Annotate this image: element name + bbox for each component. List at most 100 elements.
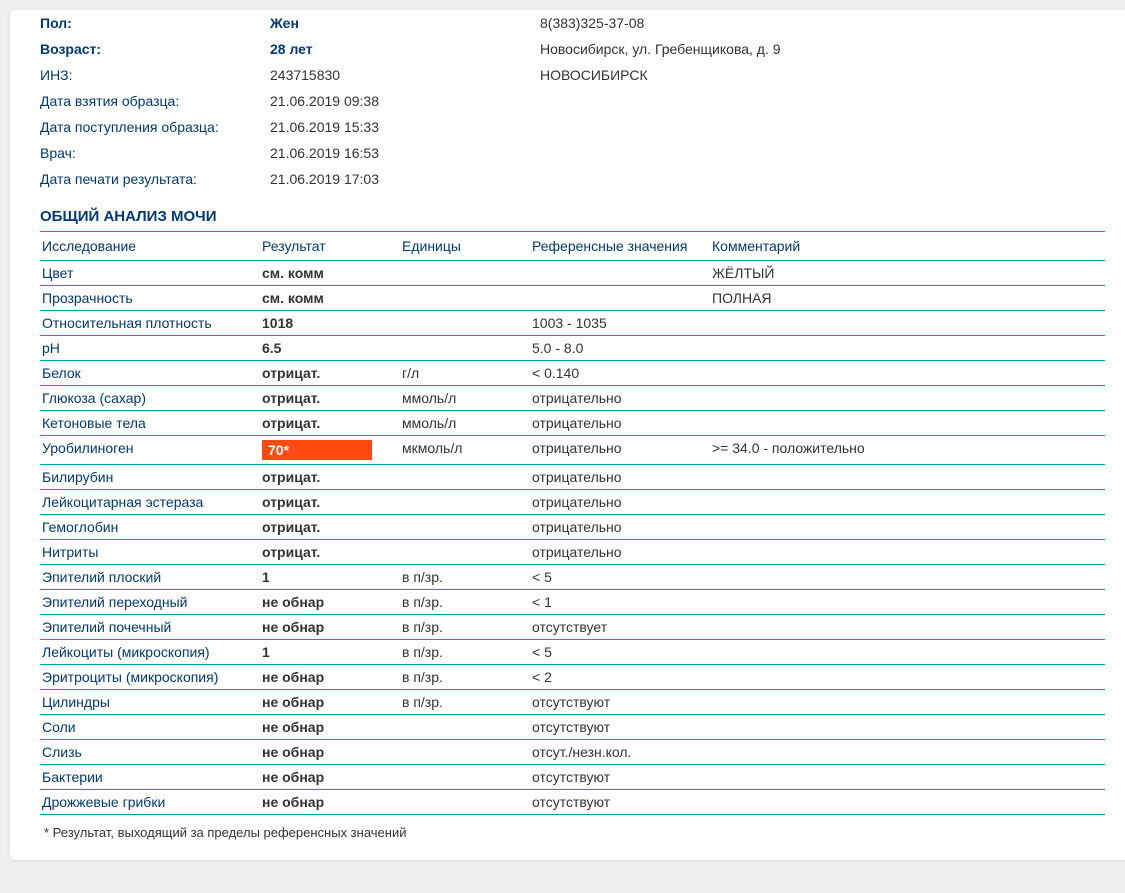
table-row: Гемоглобинотрицат.отрицательно <box>40 515 1105 540</box>
cell-test: Дрожжевые грибки <box>40 790 260 815</box>
table-row: Кетоновые телаотрицат.ммоль/лотрицательн… <box>40 411 1105 436</box>
header-label: Дата взятия образца: <box>40 88 270 114</box>
cell-result: отрицат. <box>260 386 400 411</box>
cell-comment <box>710 665 1105 690</box>
header-block: Пол:ЖенВозраст:28 летИНЗ:243715830Дата в… <box>40 10 1105 192</box>
cell-units: в п/зр. <box>400 565 530 590</box>
cell-result: отрицат. <box>260 540 400 565</box>
header-row: Дата печати результата:21.06.2019 17:03 <box>40 166 540 192</box>
header-label: ИНЗ: <box>40 62 270 88</box>
col-header-units: Единицы <box>400 232 530 261</box>
table-row: Эритроциты (микроскопия)не обнарв п/зр.<… <box>40 665 1105 690</box>
cell-result: не обнар <box>260 765 400 790</box>
cell-comment <box>710 515 1105 540</box>
cell-units <box>400 336 530 361</box>
col-header-ref: Референсные значения <box>530 232 710 261</box>
cell-test: Эпителий переходный <box>40 590 260 615</box>
cell-test: Эритроциты (микроскопия) <box>40 665 260 690</box>
table-row: Билирубинотрицат.отрицательно <box>40 465 1105 490</box>
table-row: pH6.55.0 - 8.0 <box>40 336 1105 361</box>
cell-comment <box>710 590 1105 615</box>
table-row: Относительная плотность10181003 - 1035 <box>40 311 1105 336</box>
cell-comment <box>710 386 1105 411</box>
header-label: Врач: <box>40 140 270 166</box>
contact-line: НОВОСИБИРСК <box>540 62 1105 88</box>
table-row: Глюкоза (сахар)отрицат.ммоль/лотрицатель… <box>40 386 1105 411</box>
cell-comment <box>710 565 1105 590</box>
report-page: Пол:ЖенВозраст:28 летИНЗ:243715830Дата в… <box>10 10 1125 860</box>
cell-result: не обнар <box>260 690 400 715</box>
header-value: Жен <box>270 10 299 36</box>
cell-units <box>400 311 530 336</box>
cell-result: не обнар <box>260 615 400 640</box>
cell-comment <box>710 765 1105 790</box>
table-row: Бактериине обнаротсутствуют <box>40 765 1105 790</box>
header-label: Возраст: <box>40 36 270 62</box>
cell-test: Нитриты <box>40 540 260 565</box>
cell-units: в п/зр. <box>400 615 530 640</box>
cell-units <box>400 490 530 515</box>
cell-comment <box>710 311 1105 336</box>
table-row: Дрожжевые грибкине обнаротсутствуют <box>40 790 1105 815</box>
cell-test: Уробилиноген <box>40 436 260 465</box>
cell-result: не обнар <box>260 665 400 690</box>
cell-ref: < 2 <box>530 665 710 690</box>
cell-test: Цвет <box>40 261 260 286</box>
cell-units: в п/зр. <box>400 640 530 665</box>
cell-ref: отсут./незн.кол. <box>530 740 710 765</box>
cell-test: Бактерии <box>40 765 260 790</box>
table-header-row: Исследование Результат Единицы Референсн… <box>40 232 1105 261</box>
table-row: Лейкоцитарная эстеразаотрицат.отрицатель… <box>40 490 1105 515</box>
cell-comment <box>710 361 1105 386</box>
header-row: Врач:21.06.2019 16:53 <box>40 140 540 166</box>
cell-result: 1 <box>260 565 400 590</box>
cell-result: см. комм <box>260 286 400 311</box>
cell-result: 1 <box>260 640 400 665</box>
header-label: Дата поступления образца: <box>40 114 270 140</box>
header-value: 21.06.2019 16:53 <box>270 140 379 166</box>
col-header-comment: Комментарий <box>710 232 1105 261</box>
table-row: Нитритыотрицат. отрицательно <box>40 540 1105 565</box>
cell-result: отрицат. <box>260 490 400 515</box>
contact-line: 8(383)325-37-08 <box>540 10 1105 36</box>
cell-result: не обнар <box>260 715 400 740</box>
cell-test: pH <box>40 336 260 361</box>
cell-result: отрицат. <box>260 515 400 540</box>
cell-test: Глюкоза (сахар) <box>40 386 260 411</box>
cell-units: г/л <box>400 361 530 386</box>
cell-result: не обнар <box>260 790 400 815</box>
header-value: 21.06.2019 09:38 <box>270 88 379 114</box>
header-value: 21.06.2019 17:03 <box>270 166 379 192</box>
cell-units: ммоль/л <box>400 411 530 436</box>
cell-test: Цилиндры <box>40 690 260 715</box>
cell-ref: отрицательно <box>530 465 710 490</box>
cell-units <box>400 790 530 815</box>
cell-ref: 5.0 - 8.0 <box>530 336 710 361</box>
table-row: Цилиндрыне обнарв п/зр.отсутствуют <box>40 690 1105 715</box>
cell-ref <box>530 261 710 286</box>
cell-result: не обнар <box>260 590 400 615</box>
cell-units: ммоль/л <box>400 386 530 411</box>
cell-units: в п/зр. <box>400 665 530 690</box>
header-right: 8(383)325-37-08Новосибирск, ул. Гребенщи… <box>540 10 1105 192</box>
cell-test: Эпителий плоский <box>40 565 260 590</box>
cell-ref: отсутствует <box>530 615 710 640</box>
cell-ref: < 5 <box>530 565 710 590</box>
table-row: Лейкоциты (микроскопия)1в п/зр.< 5 <box>40 640 1105 665</box>
cell-ref: отрицательно <box>530 436 710 465</box>
table-row: Белокотрицат.г/л< 0.140 <box>40 361 1105 386</box>
cell-comment <box>710 540 1105 565</box>
cell-units: в п/зр. <box>400 690 530 715</box>
cell-comment: >= 34.0 - положительно <box>710 436 1105 465</box>
table-row: Солине обнаротсутствуют <box>40 715 1105 740</box>
cell-comment <box>710 790 1105 815</box>
header-label: Пол: <box>40 10 270 36</box>
section-title: ОБЩИЙ АНАЛИЗ МОЧИ <box>40 208 1105 225</box>
cell-ref: отсутствуют <box>530 715 710 740</box>
table-row: Слизьне обнаротсут./незн.кол. <box>40 740 1105 765</box>
cell-result: см. комм <box>260 261 400 286</box>
cell-test: Лейкоциты (микроскопия) <box>40 640 260 665</box>
table-row: Эпителий переходныйне обнарв п/зр.< 1 <box>40 590 1105 615</box>
cell-ref: отрицательно <box>530 540 710 565</box>
cell-ref: отрицательно <box>530 411 710 436</box>
